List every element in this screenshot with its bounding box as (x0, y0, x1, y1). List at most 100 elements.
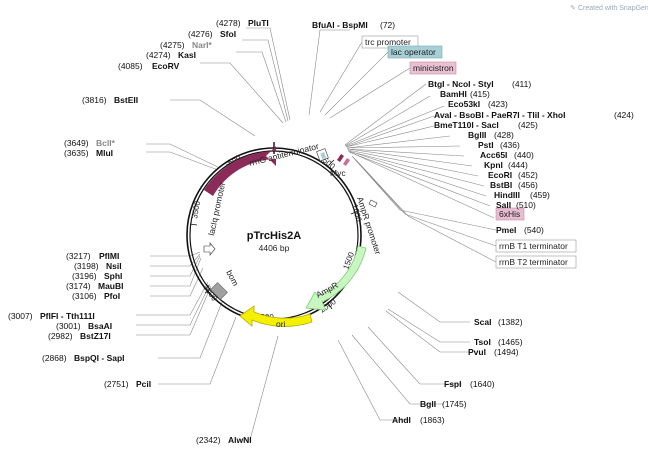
site-name-pfimi: PflMI (99, 251, 119, 261)
rrnb-t1-label: rrnB T1 terminator (499, 241, 568, 251)
6xhis-label: 6xHis (499, 209, 520, 219)
rrnb-t1-box (495, 239, 577, 253)
leader-lines (136, 27, 497, 441)
site-name-mlui: MluI (96, 148, 113, 158)
site-pos-bsteii: (3816) (82, 95, 107, 105)
plasmid-name: pTrcHis2A (247, 230, 301, 242)
site-name-bfuai: BfuAI - BspMI (312, 20, 368, 30)
site-name-alwni: AlwNI (228, 435, 252, 445)
site-pos-bfuai: (72) (380, 20, 395, 30)
site-pos-bgli: (1745) (442, 399, 467, 409)
tick-label-3500: 3500 (190, 200, 202, 220)
lac-operator-label: lac operator (391, 47, 436, 57)
site-pos-hindiii: (459) (530, 190, 550, 200)
site-name-psti: PstI (478, 140, 494, 150)
site-pos-sali: (510) (516, 200, 536, 210)
myc-label: Myc (330, 168, 346, 178)
site-pos-bamhi: (415) (470, 89, 490, 99)
lac-operator-mark (320, 152, 327, 160)
minicistron-box (409, 61, 457, 75)
site-name-bmet110i: BmeT110I - SacI (434, 120, 499, 130)
myc-feature (337, 154, 344, 162)
site-pos-sfoI: (4276) (188, 29, 213, 39)
site-name-fspi: FspI (444, 379, 461, 389)
site-pos-kasI: (4274) (146, 50, 171, 60)
site-name-scai: ScaI (474, 317, 492, 327)
site-pos-bmet110i: (425) (518, 120, 538, 130)
ampr-feature (305, 245, 367, 311)
site-pos-bspqi: (2868) (42, 353, 67, 363)
site-name-ahdi: AhdI (392, 415, 411, 425)
site-name-acc65i: Acc65I (480, 150, 507, 160)
site-pos-ecori: (452) (518, 170, 538, 180)
site-pos-pfoi: (3106) (72, 291, 97, 301)
site-pos-pmei: (540) (524, 225, 544, 235)
site-pos-pfimi: (3217) (66, 251, 91, 261)
site-pos-bsaai: (3001) (56, 321, 81, 331)
site-pos-acc65i: (440) (514, 150, 534, 160)
site-pos-ahdi: (1863) (420, 415, 445, 425)
site-name-bspqi: BspQI - SapI (74, 353, 125, 363)
site-pos-ecorv: (4085) (118, 61, 143, 71)
site-name-maubi: MauBI (98, 281, 124, 291)
site-name-narI: NarI* (192, 40, 213, 50)
site-name-btgi: BtgI - NcoI - StyI (428, 79, 494, 89)
site-pos-btgi: (411) (512, 79, 531, 89)
plasmid-size: 4406 bp (259, 243, 290, 253)
site-pos-psti: (436) (500, 140, 520, 150)
site-pos-sphi: (3196) (72, 271, 97, 281)
site-pos-kpni: (444) (508, 160, 528, 170)
site-pos-alwni: (2342) (196, 435, 221, 445)
site-name-bstz17i: BstZ17I (80, 331, 111, 341)
site-name-tsoi: TsoI (474, 337, 491, 347)
his-feature (343, 158, 350, 166)
site-pos-bstz17i: (2982) (48, 331, 73, 341)
site-pos-pflfi: (3007) (8, 311, 33, 321)
site-pos-bcli: (3649) (64, 138, 89, 148)
ori-label: ori (276, 319, 286, 329)
rrnb-t2-box (495, 255, 577, 269)
site-pos-fspi: (1640) (470, 379, 495, 389)
site-pos-pvui: (1494) (494, 347, 519, 357)
site-name-eco53ki: Eco53kI (448, 99, 480, 109)
site-name-pvui: PvuI (468, 347, 486, 357)
site-name-ecori: EcoRI (488, 170, 512, 180)
site-pos-mlui: (3635) (64, 148, 89, 158)
site-name-kasI: KasI (178, 50, 196, 60)
site-name-bamhi: BamHI (440, 89, 467, 99)
site-pos-nsii: (3198) (74, 261, 99, 271)
6xhis-box (495, 207, 525, 221)
lac-operator-box (387, 45, 443, 59)
site-name-pfoi: PfoI (104, 291, 120, 301)
site-name-bglii: BglII (468, 130, 486, 140)
site-name-pflfi: PflFI - Tth111I (40, 311, 95, 321)
bom-feature (210, 282, 228, 300)
site-name-avai: AvaI - BsoBI - PaeR7I - TliI - XhoI (434, 110, 565, 120)
site-pos-avai: (424) (614, 110, 634, 120)
site-name-sfoI: SfoI (220, 29, 236, 39)
site-pos-eco53ki: (423) (488, 99, 508, 109)
site-name-sali: SalI (496, 200, 511, 210)
site-name-bcli: BclI* (96, 138, 116, 148)
site-pos-narI: (4275) (160, 40, 185, 50)
site-name-bgli: BglI (420, 399, 436, 409)
laci-feature (204, 146, 276, 196)
site-pos-tsoi: (1465) (498, 337, 523, 347)
site-name-bsteii: BstEII (114, 95, 138, 105)
ampr-promoter-arrow (368, 199, 378, 208)
laciq-promoter-arrow (203, 242, 216, 256)
site-name-kpni: KpnI (484, 160, 503, 170)
site-name-bstbi: BstBI (490, 180, 512, 190)
site-name-ecorv: EcoRV (152, 61, 180, 71)
watermark: Created with SnapGene® (578, 4, 648, 12)
site-name-pcii: PciI (136, 379, 151, 389)
site-pos-maubi: (3174) (66, 281, 91, 291)
site-name-hindiii: HindIII (494, 190, 520, 200)
site-name-plutI: PluTI (248, 18, 269, 28)
site-name-nsii: NsiI (106, 261, 122, 271)
site-pos-bglii: (428) (494, 130, 514, 140)
site-pos-scai: (1382) (498, 317, 523, 327)
trc-promoter-label: trc promoter (365, 37, 411, 47)
